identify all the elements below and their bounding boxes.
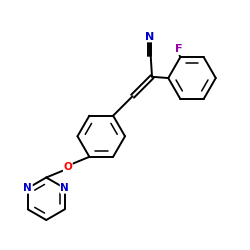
Text: N: N	[145, 32, 154, 42]
Text: N: N	[60, 183, 69, 193]
Text: N: N	[24, 183, 32, 193]
Text: F: F	[175, 44, 183, 54]
Text: O: O	[64, 162, 72, 172]
